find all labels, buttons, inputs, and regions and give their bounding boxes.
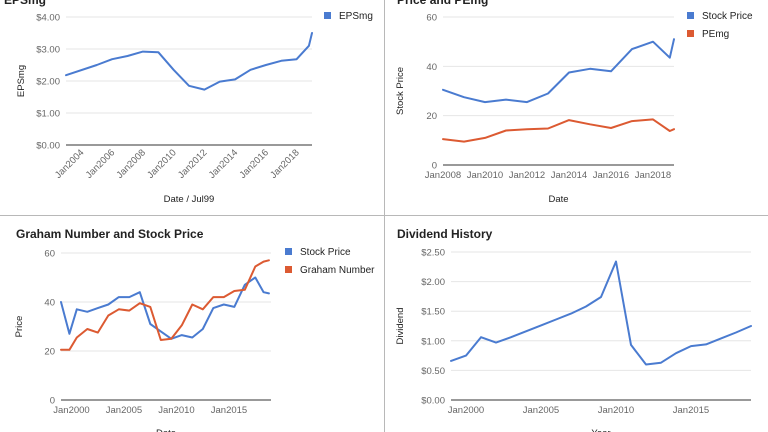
x-tick-label: Jan2005: [523, 405, 559, 416]
y-tick-label: 40: [426, 62, 437, 73]
chart-title: Price and PEmg: [397, 0, 488, 7]
y-tick-label: 40: [44, 298, 55, 309]
x-tick-label: Jan2015: [673, 405, 709, 416]
series-line-pemg: [442, 118, 675, 143]
x-tick-label: Jan2004: [53, 147, 87, 181]
legend-label: Stock Price: [702, 11, 753, 22]
y-tick-label: 0: [432, 161, 437, 172]
x-tick-label: Jan2014: [207, 147, 241, 181]
x-tick-label: Jan2006: [84, 147, 118, 181]
legend-label: Stock Price: [300, 247, 351, 258]
y-axis-title: Dividend: [395, 308, 406, 345]
legend-swatch: [285, 266, 292, 273]
price-pe-chart: Price and PEmg 0 20 40 60 Jan2008 Jan2010 Jan20…: [395, 0, 753, 205]
y-axis-title: EPSmg: [16, 65, 27, 97]
eps-chart: EPSmg$0.00$1.00$2.00$3.00$4.00Jan2004Jan…: [4, 0, 373, 205]
x-axis-title: Year: [591, 428, 610, 432]
chart-title: Graham Number and Stock Price: [16, 227, 204, 241]
horizontal-divider: [0, 215, 768, 216]
series-line-stock-price: [442, 38, 675, 104]
legend-label: Graham Number: [300, 265, 375, 276]
x-axis-title: Date / Jul99: [164, 194, 215, 205]
y-tick-label: $2.00: [421, 277, 445, 288]
graham-chart-panel: Graham Number and Stock Price 0 20 40 60 Jan2…: [0, 216, 384, 432]
x-tick-label: Jan2008: [114, 147, 148, 181]
legend-label: EPSmg: [339, 11, 373, 22]
price-pe-chart-panel: Price and PEmg 0 20 40 60 Jan2008 Jan2010 Jan20…: [385, 0, 768, 215]
x-tick-label: Jan2008: [425, 170, 461, 181]
x-tick-label: Jan2010: [467, 170, 503, 181]
series-line-stock-price: [60, 276, 270, 340]
x-tick-label: Jan2000: [448, 405, 484, 416]
vertical-divider: [384, 0, 385, 432]
x-tick-label: Jan2010: [145, 147, 179, 181]
y-tick-label: $0.50: [421, 366, 445, 377]
series-line-dividend: [450, 260, 752, 366]
x-tick-label: Jan2005: [106, 405, 142, 416]
y-tick-label: $0.00: [421, 396, 445, 407]
x-tick-label: Jan2012: [509, 170, 545, 181]
legend-swatch: [285, 248, 292, 255]
dividend-chart: Dividend History $0.00 $0.50 $1.00 $1.50 $2.0…: [395, 227, 752, 432]
y-axis-title: Price: [14, 316, 25, 338]
series-line-graham-number: [60, 259, 270, 351]
legend-label: PEmg: [702, 29, 729, 40]
x-axis-title: Date: [156, 428, 176, 432]
x-tick-label: Jan2016: [237, 147, 271, 181]
x-tick-label: Jan2014: [551, 170, 587, 181]
graham-chart: Graham Number and Stock Price 0 20 40 60 Jan2…: [14, 227, 375, 432]
y-tick-label: 20: [426, 111, 437, 122]
eps-chart-panel: EPSmg $0.00 $1.00 $2.00 $3.00 $4.00 Jan2004 Jan…: [0, 0, 384, 215]
y-tick-label: 0: [50, 396, 55, 407]
y-tick-label: $1.00: [421, 336, 445, 347]
y-tick-label: $1.50: [421, 307, 445, 318]
legend-swatch: [687, 30, 694, 37]
y-tick-label: 60: [426, 13, 437, 24]
x-tick-label: Jan2016: [593, 170, 629, 181]
chart-title: Dividend History: [397, 227, 493, 241]
y-axis-title: Stock Price: [395, 67, 406, 115]
y-tick-label: $2.00: [36, 77, 60, 88]
x-tick-label: Jan2000: [53, 405, 89, 416]
y-tick-label: 60: [44, 249, 55, 260]
y-tick-label: $0.00: [36, 141, 60, 152]
x-tick-label: Jan2018: [635, 170, 671, 181]
x-tick-label: Jan2018: [268, 147, 302, 181]
x-tick-label: Jan2012: [176, 147, 210, 181]
y-tick-label: $2.50: [421, 248, 445, 259]
x-tick-label: Jan2010: [598, 405, 634, 416]
x-tick-label: Jan2015: [211, 405, 247, 416]
chart-title: EPSmg: [4, 0, 46, 7]
dividend-chart-panel: Dividend History $0.00 $0.50 $1.00 $1.50 $2.0…: [385, 216, 768, 432]
y-tick-label: $3.00: [36, 45, 60, 56]
x-axis-title: Date: [548, 194, 568, 205]
y-tick-label: $4.00: [36, 13, 60, 24]
y-tick-label: 20: [44, 347, 55, 358]
legend-swatch: [687, 12, 694, 19]
legend-swatch: [324, 12, 331, 19]
y-tick-label: $1.00: [36, 109, 60, 120]
series-line-epsmg: [65, 32, 313, 91]
x-tick-label: Jan2010: [158, 405, 194, 416]
